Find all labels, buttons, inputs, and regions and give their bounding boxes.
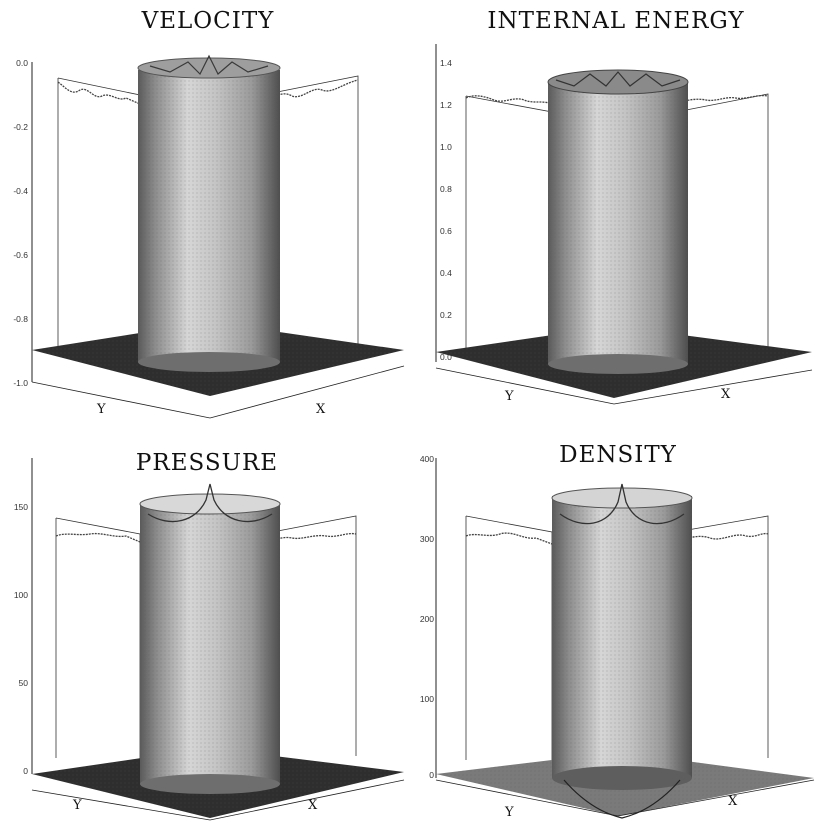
front-edge-x <box>209 365 405 419</box>
z-tick-label: 100 <box>420 694 434 704</box>
front-edge-x <box>613 369 813 405</box>
z-tick-label: 0.2 <box>440 310 452 320</box>
back-frame-left <box>55 517 141 762</box>
panel-internal-energy: INTERNAL ENERGY 1.4 1.2 1.0 0.8 0.6 0.4 … <box>435 8 813 405</box>
z-tick-label: -0.8 <box>13 314 28 324</box>
cylinder-mesh <box>140 504 280 784</box>
profile-curve-right <box>675 94 769 105</box>
z-tick-label: 400 <box>420 454 434 464</box>
front-edge-y <box>31 381 211 419</box>
profile-curve-right <box>261 79 359 105</box>
z-tick-label: 300 <box>420 534 434 544</box>
z-tick-label: 0 <box>429 770 434 780</box>
x-axis-label: X <box>728 794 738 809</box>
back-frame-right <box>261 515 357 756</box>
front-edge-y <box>435 779 619 817</box>
top-ripples <box>559 483 685 525</box>
back-frame-right <box>261 75 359 348</box>
z-tick-label: 1.2 <box>440 100 452 110</box>
z-tick-label: 0 <box>23 766 28 776</box>
x-axis-label: X <box>721 387 731 402</box>
y-axis-label: Y <box>504 389 514 404</box>
front-edge-y <box>31 789 211 821</box>
top-ripples <box>555 71 681 87</box>
profile-curve-right <box>675 532 769 545</box>
panel-density: DENSITY 400 300 200 100 0 Y X <box>420 442 815 820</box>
front-edge-x <box>617 779 815 817</box>
cylinder-top <box>137 57 281 79</box>
profile-curve-right <box>261 532 357 549</box>
cylinder-top <box>139 493 281 515</box>
chart-title: DENSITY <box>559 442 677 468</box>
x-axis-label: X <box>316 402 326 417</box>
cylinder-mesh <box>138 70 280 362</box>
y-axis-label: Y <box>504 805 514 820</box>
y-axis-label: Y <box>96 402 106 417</box>
chart-title: PRESSURE <box>136 450 278 476</box>
back-frame-right <box>675 515 769 758</box>
back-frame-left <box>465 515 553 764</box>
z-tick-label: 0.8 <box>440 184 452 194</box>
z-tick-label: -1.0 <box>13 378 28 388</box>
z-ticks: 0.0 -0.2 -0.4 -0.6 -0.8 -1.0 <box>13 58 28 388</box>
z-tick-label: 0.6 <box>440 226 452 236</box>
z-tick-label: -0.4 <box>13 186 28 196</box>
top-ripples <box>147 483 273 523</box>
z-ticks: 150 100 50 0 <box>14 502 28 776</box>
x-axis-label: X <box>308 798 318 813</box>
panel-pressure: PRESSURE 150 100 50 0 Y X <box>14 450 405 821</box>
z-tick-label: -0.6 <box>13 250 28 260</box>
top-ripples <box>149 54 269 76</box>
cylinder-bottom <box>552 766 692 790</box>
back-frame-left <box>465 95 553 352</box>
profile-curve-left <box>55 532 141 543</box>
y-axis-label: Y <box>72 798 82 813</box>
cylinder-top <box>551 487 693 509</box>
profile-curve-left <box>57 81 141 105</box>
chart-title: VELOCITY <box>141 8 275 34</box>
z-ticks: 1.4 1.2 1.0 0.8 0.6 0.4 0.2 0.0 <box>440 58 452 362</box>
cylinder-top <box>547 69 689 95</box>
front-edge-y <box>435 367 615 405</box>
z-tick-label: -0.2 <box>13 122 28 132</box>
front-edge-x <box>209 779 405 821</box>
bottom-contour <box>563 779 681 819</box>
cylinder-mesh <box>548 82 688 364</box>
z-tick-label: 0.0 <box>440 352 452 362</box>
z-tick-label: 0.4 <box>440 268 452 278</box>
z-tick-label: 200 <box>420 614 434 624</box>
profile-curve-left <box>465 95 553 105</box>
back-frame-left <box>57 77 141 360</box>
panel-velocity: VELOCITY 0.0 -0.2 -0.4 -0.6 -0.8 -1.0 Y … <box>13 8 405 419</box>
z-tick-label: 50 <box>19 678 29 688</box>
z-tick-label: 1.4 <box>440 58 452 68</box>
cylinder-bottom <box>548 354 688 374</box>
z-tick-label: 0.0 <box>16 58 28 68</box>
cylinder-mesh <box>552 496 692 778</box>
z-tick-label: 1.0 <box>440 142 452 152</box>
cylinder-bottom <box>140 774 280 794</box>
z-tick-label: 100 <box>14 590 28 600</box>
back-frame-right <box>675 93 769 350</box>
chart-title: INTERNAL ENERGY <box>487 8 744 34</box>
z-ticks: 400 300 200 100 0 <box>420 454 434 780</box>
cylinder-bottom <box>138 352 280 372</box>
z-tick-label: 150 <box>14 502 28 512</box>
profile-curve-left <box>465 532 553 545</box>
